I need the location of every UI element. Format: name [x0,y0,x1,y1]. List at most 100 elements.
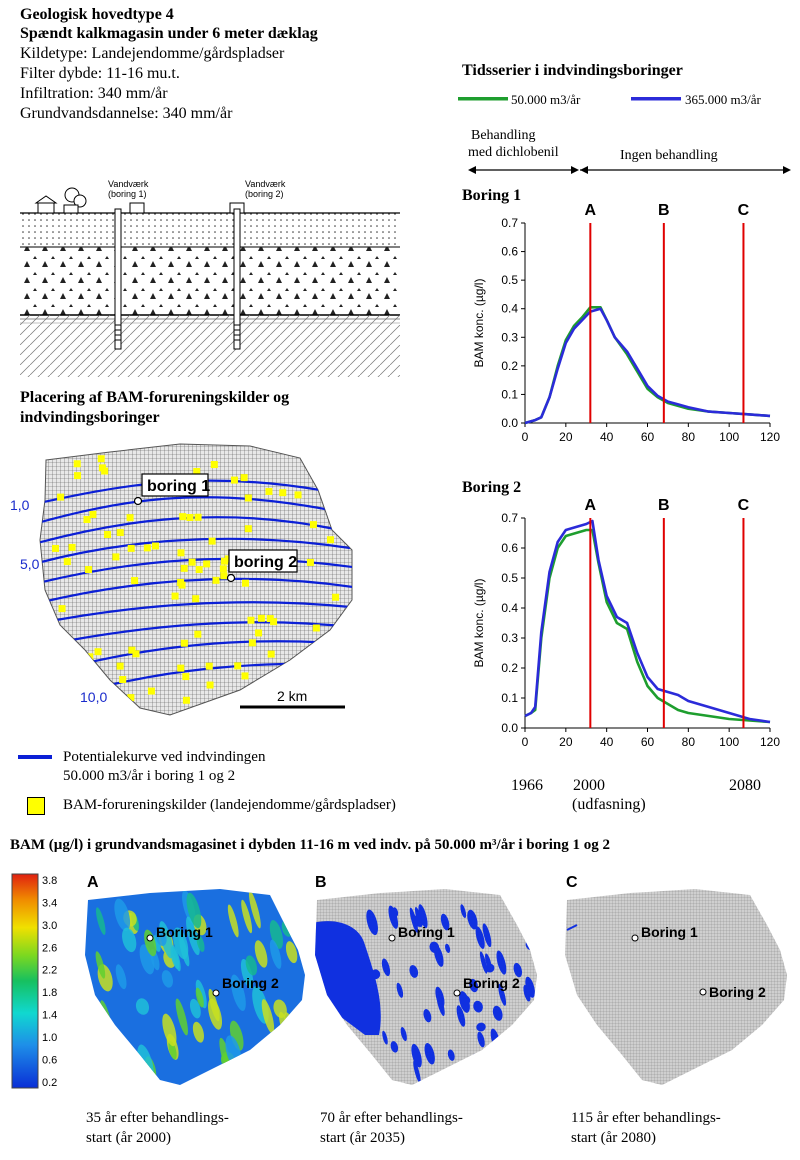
map-title-2: indvindingsboringer [20,409,160,426]
panel-c-boring-2-marker [699,988,707,996]
x-tick-label: 60 [641,430,655,444]
bam-source-square [112,553,120,561]
ts-legend-swatch-2 [631,97,681,101]
x-tick-label: 100 [719,735,739,749]
colorbar-tick-label: 1.0 [42,1032,57,1044]
y-tick-label: 0.0 [501,721,518,735]
bam-source-square [83,515,91,523]
series-line-2 [524,307,771,425]
bam-source-square [104,531,112,539]
bam-source-square [240,474,248,482]
bam-source-square [294,491,302,499]
bam-source-square [186,514,194,522]
y-tick-label: 0.7 [501,511,518,525]
bam-source-square [327,502,335,510]
plume-blob [445,943,451,953]
bam-source-square [119,676,127,684]
plume-blob [381,958,391,977]
boring-1-label: boring 1 [147,478,210,495]
panel-a-letter: A [87,874,99,891]
year-1966: 1966 [511,777,543,794]
plume-blob [227,904,239,938]
bam-source-square [241,672,249,680]
panel-b-caption-2: start (år 2035) [320,1130,405,1146]
bam-source-square [74,472,82,480]
bam-source-square [179,513,187,521]
plume-blob [423,1009,432,1023]
bam-source-square [94,648,102,656]
ts-legend-label-2: 365.000 m3/år [685,92,761,107]
plume-blob [245,955,258,976]
plume-blob [161,970,173,988]
plume-blob [396,982,404,998]
panel-a-caption-1: 35 år efter behandlings- [86,1110,229,1126]
y-axis-label: BAM konc. (µg/l) [472,579,486,668]
plume-blob [95,951,106,979]
map-title-1: Placering af BAM-forureningskilder og [20,389,290,406]
header-title-1: Geologisk hovedtype 4 [20,6,174,23]
plume-blob [192,1021,204,1043]
bam-source-square [132,650,140,658]
contour-label-10: 10,0 [80,689,107,705]
contour-label-5: 5,0 [20,556,40,572]
legend-line-label-a: Potentialekurve ved indvindingen [63,749,266,765]
plume-blob [413,1060,421,1084]
marker-label-b: B [658,497,670,514]
colorbar-tick-label: 3.0 [42,920,57,932]
marker-label-a: A [585,202,597,219]
panel-a-boring-1-label: Boring 1 [156,924,213,940]
plume-blob [409,907,418,933]
marker-label-c: C [738,497,750,514]
plume-blob [411,1043,422,1068]
bam-source-square [193,468,201,476]
bam-source-square [143,544,151,552]
plume-blob [275,1041,289,1081]
plume-blob [409,965,419,978]
bam-source-square [312,624,320,632]
plume-blob [485,1061,494,1076]
chart-1-title: Boring 1 [462,187,522,204]
x-tick-label: 80 [682,430,696,444]
bam-source-square [116,662,124,670]
bam-source-square [322,697,330,705]
bam-source-square [248,639,256,647]
marker-label-b: B [658,202,670,219]
well-2-icon [233,208,241,350]
bam-source-square [219,565,227,573]
series-line-2 [524,519,771,724]
header-kildetype: Kildetype: Landejendomme/gårdspladser [20,45,285,62]
bam-source-square [257,614,265,622]
plume-blob [361,957,373,984]
plume-blob [496,950,507,975]
bam-source-square [194,630,202,638]
plume-blob [388,905,399,929]
bottom-title: BAM (µg/l) i grundvandsmagasinet i dybde… [10,837,611,853]
bam-source-square [206,681,214,689]
bam-source-square [230,476,238,484]
chart-2-title: Boring 2 [462,479,522,496]
phase-2-label: Ingen behandling [620,148,718,163]
boring-2-marker [226,573,236,583]
plume-blob [527,1023,534,1039]
bam-source-square [177,578,185,586]
colorbar-tick-label: 1.4 [42,1010,57,1022]
well-1-label-b: (boring 1) [108,189,147,199]
panel-c-letter: C [566,874,578,891]
x-tick-label: 0 [522,735,529,749]
plume-blob [240,958,254,989]
bam-source-square [332,593,340,601]
well-1-label-a: Vandværk [108,179,149,189]
plume-blob [472,1053,479,1064]
y-tick-label: 0.6 [501,541,518,555]
bam-source-square [220,557,228,565]
colorbar-tick-label: 0.6 [42,1054,57,1066]
y-tick-label: 0.5 [501,571,518,585]
bam-source-square [203,560,211,568]
bam-source-square [279,489,287,497]
panel-c-map: Boring 1 Boring 2 [565,889,787,1085]
plume-blob [418,904,428,929]
bam-source-square [234,662,242,670]
plume-blob [390,1041,399,1053]
plume-blob [525,976,535,998]
plume-blob [96,907,106,935]
